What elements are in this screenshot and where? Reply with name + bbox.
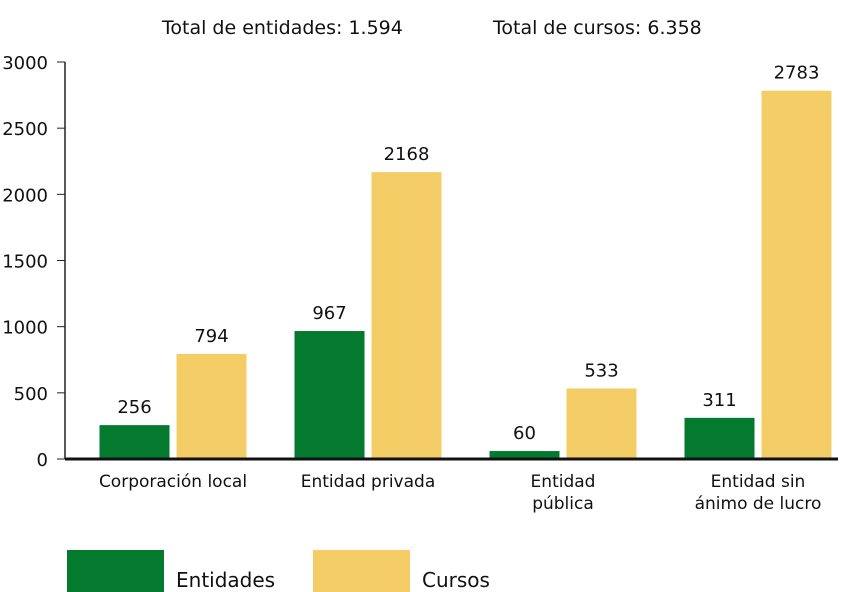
legend-label: Entidades [176, 568, 275, 592]
y-tick-label: 500 [14, 384, 48, 405]
x-tick-label: Entidad sin ánimo de lucro [694, 472, 822, 514]
y-tick-label: 2500 [2, 119, 48, 140]
y-tick-label: 2000 [2, 185, 48, 206]
bar [99, 425, 170, 459]
bar [489, 451, 560, 459]
legend-swatch [313, 550, 410, 592]
bar [684, 417, 755, 459]
bar [761, 90, 832, 459]
y-tick-label: 0 [37, 450, 48, 471]
bar [566, 388, 637, 459]
y-tick-label: 1500 [2, 252, 48, 273]
value-label: 794 [194, 326, 228, 347]
x-tick-label: Entidad privada [300, 472, 436, 492]
value-label: 967 [312, 303, 346, 324]
annotation: Total de entidades: 1.594 [161, 17, 403, 39]
x-tick-label: Entidad pública [530, 472, 596, 514]
y-tick-label: 3000 [2, 53, 48, 74]
x-tick-label: Corporación local [98, 472, 248, 492]
value-label: 533 [584, 360, 618, 381]
value-label: 256 [117, 397, 151, 418]
value-label: 60 [513, 423, 536, 444]
value-label: 2783 [774, 63, 820, 84]
bar [294, 331, 365, 459]
y-tick-label: 1000 [2, 318, 48, 339]
annotation: Total de cursos: 6.358 [492, 17, 702, 39]
legend-label: Cursos [422, 568, 490, 592]
value-label: 2168 [384, 144, 430, 165]
bar [176, 353, 247, 459]
legend-swatch [67, 550, 164, 592]
bar [371, 172, 442, 460]
value-label: 311 [702, 390, 736, 411]
